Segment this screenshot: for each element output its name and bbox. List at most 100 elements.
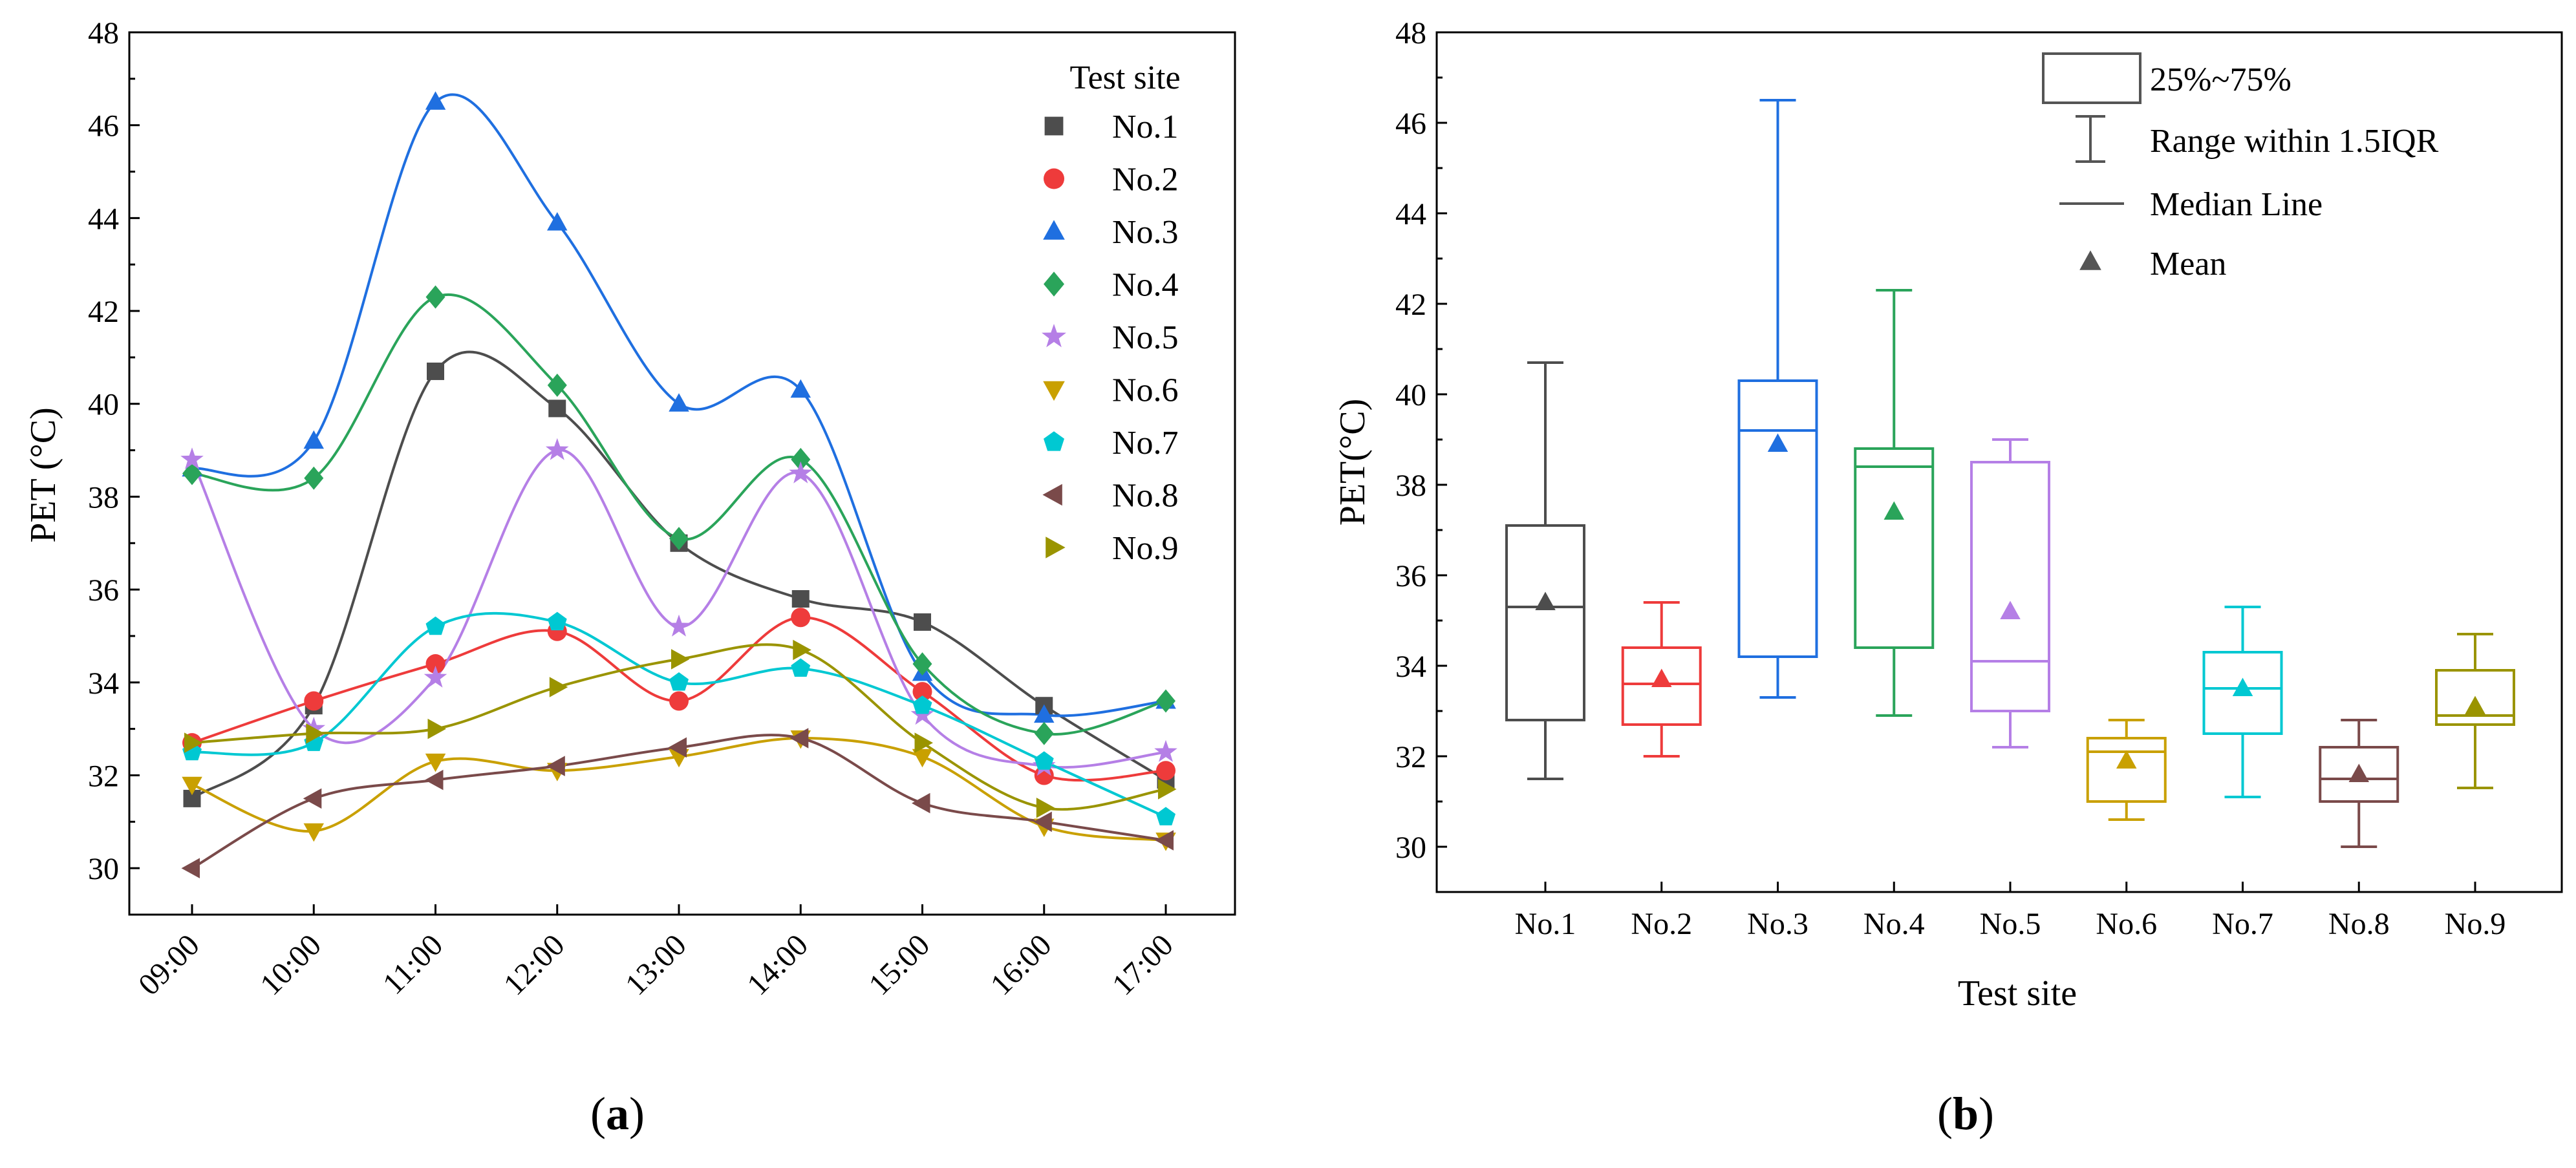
data-point-No.5 <box>180 447 204 470</box>
legend-marker-No.7 <box>1044 431 1064 451</box>
series-line-No.5 <box>191 449 1166 769</box>
data-point-No.1 <box>914 613 931 631</box>
data-point-No.3 <box>547 212 568 231</box>
data-point-No.9 <box>549 677 568 697</box>
series-line-No.4 <box>191 293 1166 736</box>
x-tick-label: No.9 <box>2445 907 2506 941</box>
legend-label-No.8: No.8 <box>1112 478 1179 515</box>
data-point-No.2 <box>912 682 932 702</box>
y-tick-label: 30 <box>88 852 119 886</box>
data-point-No.5 <box>1154 739 1177 762</box>
data-point-No.7 <box>1156 807 1175 825</box>
box-No.6 <box>2086 719 2167 821</box>
legend-marker-No.8 <box>1042 483 1062 506</box>
data-point-No.8 <box>425 769 444 791</box>
data-point-No.5 <box>424 665 447 688</box>
data-point-No.4 <box>547 374 567 397</box>
legend-label-No.2: No.2 <box>1112 162 1179 198</box>
box-No.8 <box>2319 719 2399 848</box>
iqr-box <box>2319 746 2399 803</box>
y-tick-label: 38 <box>88 480 119 515</box>
x-tick-label: 14:00 <box>740 928 815 1002</box>
data-point-No.3 <box>425 91 446 110</box>
x-tick-label: 11:00 <box>376 928 450 1001</box>
x-tick-label: No.8 <box>2328 907 2390 941</box>
y-tick-label: 46 <box>88 109 119 143</box>
data-point-No.4 <box>1156 689 1175 713</box>
y-tick-label: 44 <box>88 202 119 236</box>
legend-title: Test site <box>1069 59 1180 96</box>
x-tick-label: 17:00 <box>1106 928 1180 1002</box>
panel-a-x-axis: 09:00 10:00 11:00 12:00 13:00 14:00 15:00 16:00… <box>132 904 1180 1002</box>
y-tick-label: 48 <box>88 16 119 50</box>
data-point-No.9 <box>793 639 811 661</box>
data-point-No.8 <box>1033 811 1052 833</box>
box-No.5 <box>1970 438 2050 749</box>
data-point-No.2 <box>1156 761 1175 781</box>
mean-marker <box>1535 591 1556 610</box>
series-line-No.1 <box>191 350 1167 800</box>
data-point-No.3 <box>790 379 811 398</box>
data-point-No.6 <box>912 749 933 768</box>
iqr-box <box>2202 651 2283 735</box>
data-point-No.8 <box>1155 830 1174 851</box>
panel-a-label: (a) <box>590 1088 645 1140</box>
legend-label-No.9: No.9 <box>1112 530 1179 567</box>
box-No.3 <box>1737 99 1818 699</box>
data-point-No.9 <box>427 718 446 739</box>
y-tick-label: 46 <box>1395 107 1426 141</box>
data-point-No.8 <box>912 792 930 814</box>
data-point-No.8 <box>668 737 687 758</box>
y-tick-label: 30 <box>1395 831 1426 865</box>
panel-b-plot-frame <box>1435 31 2563 893</box>
iqr-box <box>1854 447 1935 649</box>
panel-b-boxes <box>1505 99 2515 848</box>
mean-marker <box>2116 750 2137 769</box>
y-tick-label: 40 <box>1395 378 1426 412</box>
legend-label-No.7: No.7 <box>1112 425 1179 462</box>
data-point-No.9 <box>1158 779 1177 800</box>
data-point-No.5 <box>545 438 569 460</box>
legend-marker-No.6 <box>1043 381 1065 401</box>
legend-marker-No.2 <box>1044 168 1064 189</box>
data-point-No.4 <box>669 527 689 551</box>
panel-a-plot-frame <box>128 31 1236 916</box>
legend-marker-No.3 <box>1043 220 1065 240</box>
panel-b-x-axis: No.1 No.2 No.3 No.4 No.5 No.6 No.7 No.8 No.9 <box>1515 882 2506 941</box>
data-point-No.4 <box>912 652 932 676</box>
panel-a-y-axis-label: PET (°C) <box>23 407 63 543</box>
legend-label-No.5: No.5 <box>1112 319 1179 356</box>
legend-label-No.1: No.1 <box>1112 109 1179 145</box>
data-point-No.6 <box>182 776 202 796</box>
data-point-No.5 <box>667 614 691 637</box>
data-point-No.7 <box>547 611 567 631</box>
data-point-No.9 <box>914 732 933 753</box>
series-line-No.3 <box>191 93 1166 717</box>
iqr-box <box>2435 669 2515 726</box>
panel-a-y-axis: 30 32 34 36 38 40 42 44 46 48 <box>88 16 140 916</box>
data-point-No.7 <box>1034 751 1054 770</box>
y-tick-label: 36 <box>88 573 119 608</box>
data-point-No.4 <box>304 466 324 490</box>
mean-marker <box>2348 763 2369 782</box>
box-No.4 <box>1854 289 1935 717</box>
data-point-No.2 <box>791 608 811 628</box>
y-tick-label: 34 <box>88 666 119 701</box>
data-point-No.8 <box>546 756 565 776</box>
data-point-No.4 <box>791 447 811 471</box>
panel-b-y-axis-label: PET(°C) <box>1333 399 1373 526</box>
y-tick-label: 42 <box>1395 288 1426 322</box>
iqr-box <box>2086 737 2167 803</box>
box-No.2 <box>1621 601 1702 758</box>
legend-marker-No.1 <box>1044 116 1064 136</box>
legend-label-No.6: No.6 <box>1112 372 1179 409</box>
data-point-No.6 <box>425 753 446 772</box>
data-point-No.2 <box>304 691 324 711</box>
legend-label-No.4: No.4 <box>1112 267 1179 304</box>
x-tick-label: No.1 <box>1515 907 1576 941</box>
x-tick-label: No.4 <box>1863 907 1925 941</box>
iqr-box <box>1621 646 1702 726</box>
x-tick-label: No.2 <box>1631 907 1692 941</box>
panel-b-y-axis: 30 32 34 36 38 40 42 44 46 48 <box>1395 16 1447 893</box>
legend-median-label: Median Line <box>2150 186 2323 223</box>
